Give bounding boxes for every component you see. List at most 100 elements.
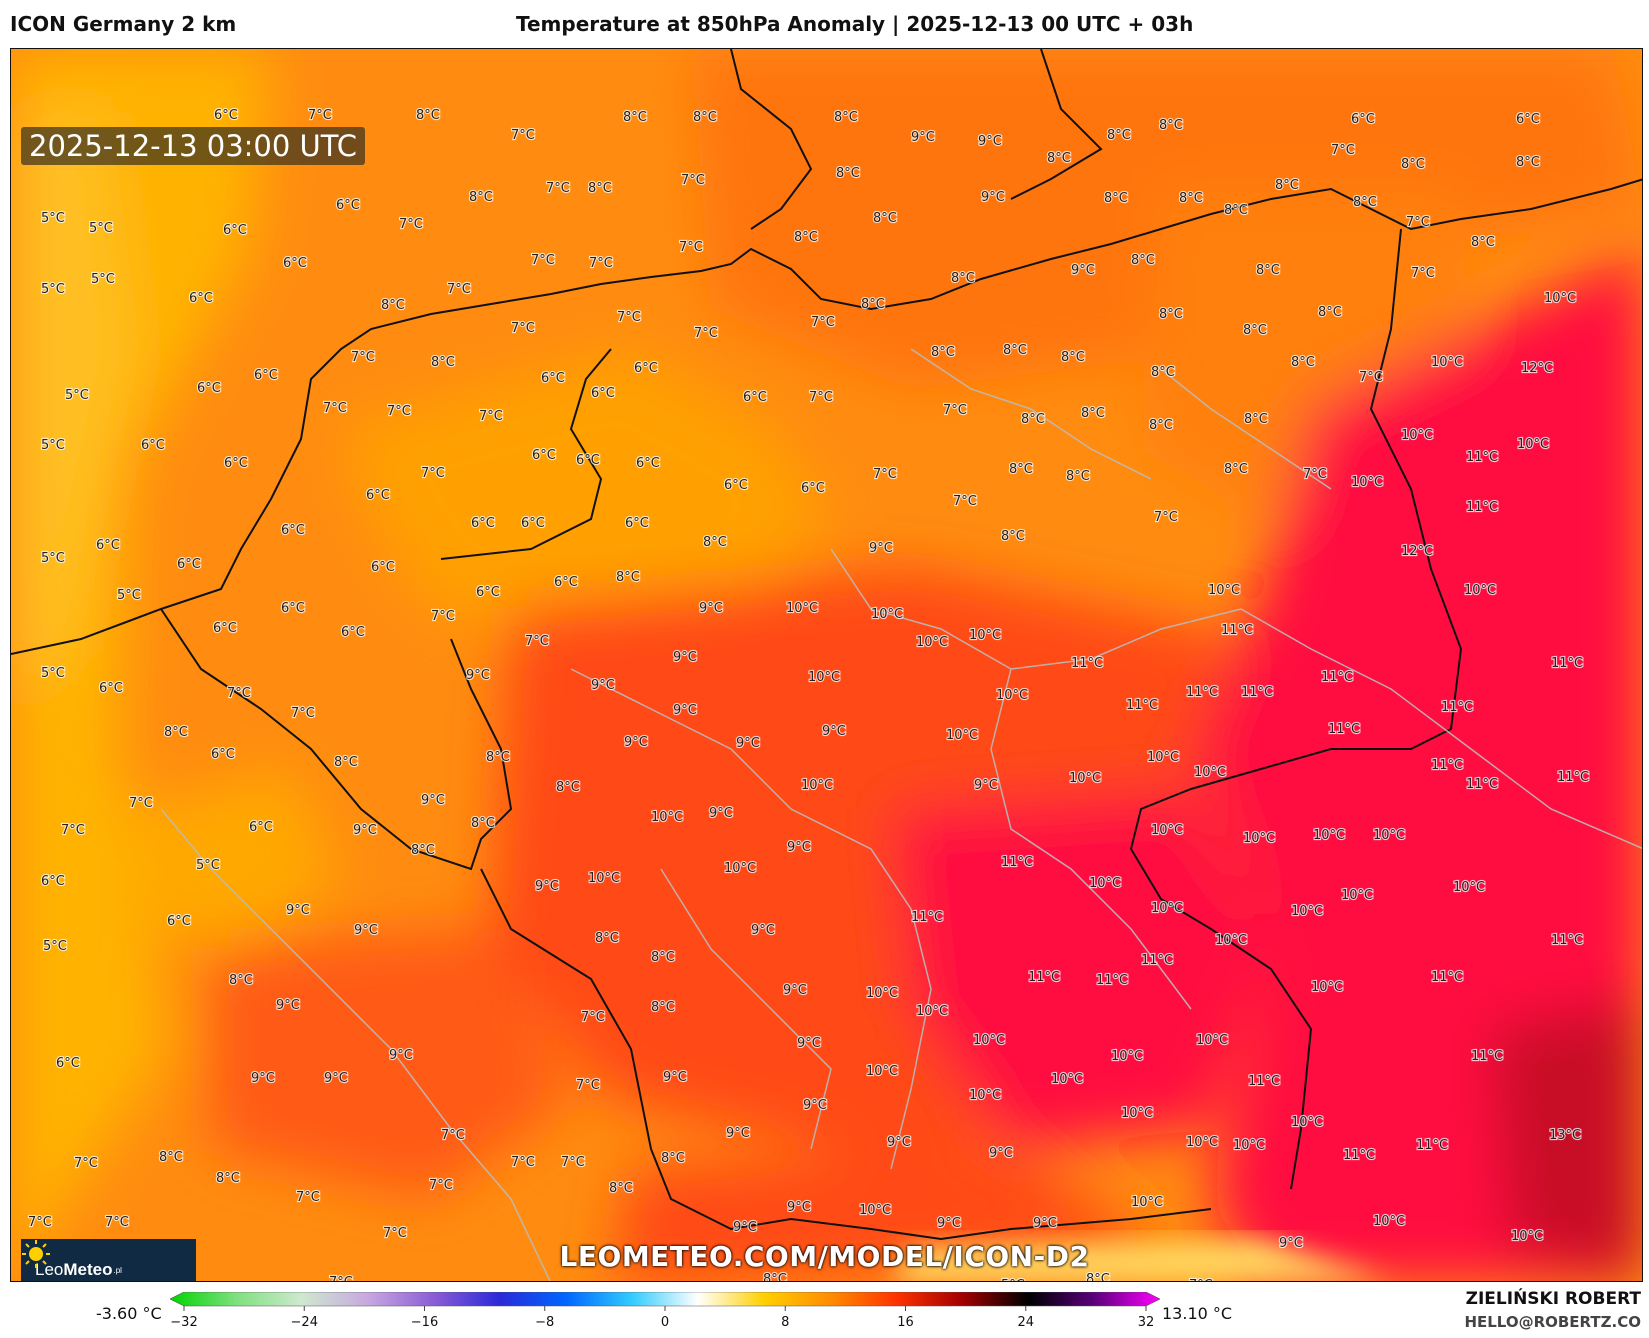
temperature-label: 7°C bbox=[431, 609, 455, 624]
temperature-label: 11°C bbox=[1126, 698, 1158, 713]
temperature-label: 9°C bbox=[624, 735, 648, 750]
temperature-label: 10°C bbox=[996, 688, 1028, 703]
temperature-label: 9°C bbox=[726, 1126, 750, 1141]
temperature-label: 6°C bbox=[634, 361, 658, 376]
temperature-label: 8°C bbox=[334, 755, 358, 770]
temperature-label: 9°C bbox=[673, 650, 697, 665]
temperature-label: 7°C bbox=[511, 128, 535, 143]
temperature-label: 9°C bbox=[699, 601, 723, 616]
temperature-label: 9°C bbox=[1033, 1216, 1057, 1231]
temperature-label: 8°C bbox=[1243, 323, 1267, 338]
temperature-label: 5°C bbox=[41, 438, 65, 453]
temperature-label: 5°C bbox=[41, 211, 65, 226]
temperature-label: 9°C bbox=[911, 130, 935, 145]
temperature-label: 9°C bbox=[1279, 1236, 1303, 1251]
temperature-label: 10°C bbox=[1069, 771, 1101, 786]
temperature-label: 10°C bbox=[1313, 828, 1345, 843]
temperature-label: 9°C bbox=[276, 998, 300, 1013]
temperature-label: 7°C bbox=[576, 1078, 600, 1093]
temperature-label: 8°C bbox=[616, 570, 640, 585]
temperature-label: 7°C bbox=[308, 108, 332, 123]
temperature-label: 9°C bbox=[797, 1036, 821, 1051]
colorbar-tick-label: −16 bbox=[411, 1315, 438, 1330]
temperature-label: 8°C bbox=[1401, 157, 1425, 172]
temperature-label: 9°C bbox=[421, 793, 445, 808]
map-canvas: 6°C 7°C 8°C 8°C 8°C 7°C 8°C 9°C 9°C 8°C 8°C 8°C 6°C 6… bbox=[11, 49, 1642, 1282]
temperature-label: 8°C bbox=[469, 190, 493, 205]
colorbar-tick-label: −8 bbox=[535, 1315, 554, 1330]
temperature-label: 10°C bbox=[1373, 828, 1405, 843]
temperature-label: 11°C bbox=[1471, 1049, 1503, 1064]
temperature-label: 8°C bbox=[1318, 305, 1342, 320]
temperature-label: 10°C bbox=[1147, 750, 1179, 765]
temperature-anomaly-map: 6°C 7°C 8°C 8°C 8°C 7°C 8°C 9°C 9°C 8°C 8°C 8°C 6°C 6… bbox=[10, 48, 1643, 1282]
temperature-label: 10°C bbox=[1351, 475, 1383, 490]
temperature-label: 10°C bbox=[1291, 1115, 1323, 1130]
temperature-label: 6°C bbox=[591, 386, 615, 401]
temperature-label: 10°C bbox=[1215, 933, 1247, 948]
colorbar-max-value: 13.10 °C bbox=[1162, 1304, 1233, 1323]
author-email: HELLO@ROBERTZ.CO bbox=[1464, 1313, 1641, 1331]
temperature-label: 9°C bbox=[709, 806, 733, 821]
temperature-label: 8°C bbox=[861, 297, 885, 312]
temperature-label: 9°C bbox=[673, 703, 697, 718]
admin-borders bbox=[160, 348, 1642, 1281]
colorbar-tick-label: 0 bbox=[661, 1315, 669, 1330]
temperature-label: 11°C bbox=[1431, 758, 1463, 773]
temperature-label: 6°C bbox=[366, 488, 390, 503]
temperature-label: 10°C bbox=[588, 871, 620, 886]
temperature-label: 8°C bbox=[651, 950, 675, 965]
temperature-label: 6°C bbox=[281, 523, 305, 538]
temperature-label: 8°C bbox=[164, 725, 188, 740]
temperature-label: 6°C bbox=[743, 390, 767, 405]
temperature-label: 7°C bbox=[811, 315, 835, 330]
temperature-label: 7°C bbox=[531, 253, 555, 268]
temperature-label: 9°C bbox=[353, 823, 377, 838]
temperature-label: 11°C bbox=[1441, 700, 1473, 715]
temperature-label: 8°C bbox=[1149, 418, 1173, 433]
temperature-label: 7°C bbox=[351, 350, 375, 365]
temperature-label: 8°C bbox=[1256, 263, 1280, 278]
temperature-label: 6°C bbox=[96, 538, 120, 553]
temperature-label: 7°C bbox=[561, 1155, 585, 1170]
temperature-label: 6°C bbox=[214, 108, 238, 123]
colorbar: −32 −24 −16 −8 0 8 16 24 32 bbox=[170, 1292, 1160, 1330]
temperature-label: 8°C bbox=[1021, 412, 1045, 427]
temperature-label: 7°C bbox=[329, 1275, 353, 1282]
logo-bold: Meteo bbox=[63, 1260, 113, 1279]
temperature-label: 5°C bbox=[65, 388, 89, 403]
temperature-label: 6°C bbox=[141, 438, 165, 453]
temperature-label: 6°C bbox=[1516, 112, 1540, 127]
temperature-label: 8°C bbox=[431, 355, 455, 370]
temperature-label: 7°C bbox=[323, 401, 347, 416]
temperature-label: 7°C bbox=[61, 823, 85, 838]
temperature-label: 5°C bbox=[117, 588, 141, 603]
temperature-label: 8°C bbox=[595, 931, 619, 946]
temperature-label: 6°C bbox=[541, 371, 565, 386]
temperature-label: 6°C bbox=[189, 291, 213, 306]
temperature-label: 6°C bbox=[213, 621, 237, 636]
temperature-label: 6°C bbox=[521, 516, 545, 531]
temperature-label: 10°C bbox=[1089, 876, 1121, 891]
temperature-label: 7°C bbox=[1331, 143, 1355, 158]
temperature-label: 8°C bbox=[1001, 529, 1025, 544]
temperature-label: 5°C bbox=[89, 221, 113, 236]
temperature-label: 11°C bbox=[1001, 855, 1033, 870]
temperature-label: 5°C bbox=[41, 551, 65, 566]
temperature-label: 6°C bbox=[724, 478, 748, 493]
temperature-label: 7°C bbox=[546, 181, 570, 196]
colorbar-tick-label: 8 bbox=[781, 1315, 789, 1330]
temperature-label: 8°C bbox=[1081, 406, 1105, 421]
temperature-label: 7°C bbox=[617, 310, 641, 325]
temperature-label: 8°C bbox=[1009, 462, 1033, 477]
colorbar-tick-label: −24 bbox=[291, 1315, 318, 1330]
author-name: ZIELIŃSKI ROBERT bbox=[1465, 1289, 1641, 1309]
temperature-label: 10°C bbox=[866, 986, 898, 1001]
temperature-label: 10°C bbox=[1111, 1049, 1143, 1064]
temperature-label: 11°C bbox=[911, 910, 943, 925]
temperature-label: 11°C bbox=[1551, 656, 1583, 671]
temperature-label: 9°C bbox=[535, 879, 559, 894]
temperature-label: 10°C bbox=[1373, 1214, 1405, 1229]
temperature-label: 8°C bbox=[471, 816, 495, 831]
temperature-label: 8°C bbox=[1061, 350, 1085, 365]
